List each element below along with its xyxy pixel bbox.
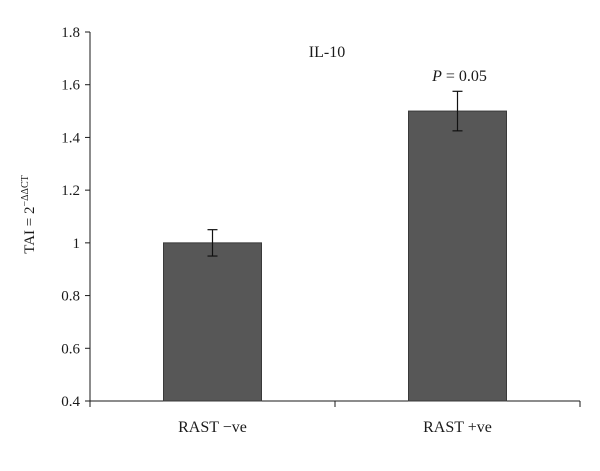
bars: [163, 110, 507, 402]
x-axis: RAST −ve RAST +ve: [89, 400, 581, 436]
y-axis-label-base: TAI = 2: [22, 207, 38, 254]
p-value-italic: P: [431, 68, 442, 85]
y-tick-label: 1: [73, 236, 81, 252]
y-tick-label: 0.4: [61, 394, 80, 410]
p-value-text: = 0.05: [442, 68, 487, 85]
category-label: RAST −ve: [178, 419, 247, 436]
y-axis-label: TAI = 2−ΔΔCT: [20, 175, 38, 254]
bar: [163, 242, 262, 402]
y-tick-label: 1.8: [61, 25, 80, 41]
chart-title: IL-10: [309, 44, 345, 61]
y-axis-label-superscript: −ΔΔCT: [20, 175, 31, 206]
error-bars: [207, 90, 463, 257]
y-tick-label: 0.6: [61, 341, 80, 357]
p-value-annotation: P = 0.05: [431, 68, 487, 85]
y-tick-label: 1.2: [61, 183, 80, 199]
category-label: RAST +ve: [423, 419, 492, 436]
y-tick-label: 1.4: [61, 130, 80, 146]
y-tick-label: 0.8: [61, 289, 80, 305]
y-axis: 0.4 0.6 0.8 1 1.2 1.4 1.6 1.8: [61, 25, 91, 410]
bar: [408, 110, 507, 402]
y-tick-label: 1.6: [61, 78, 80, 94]
